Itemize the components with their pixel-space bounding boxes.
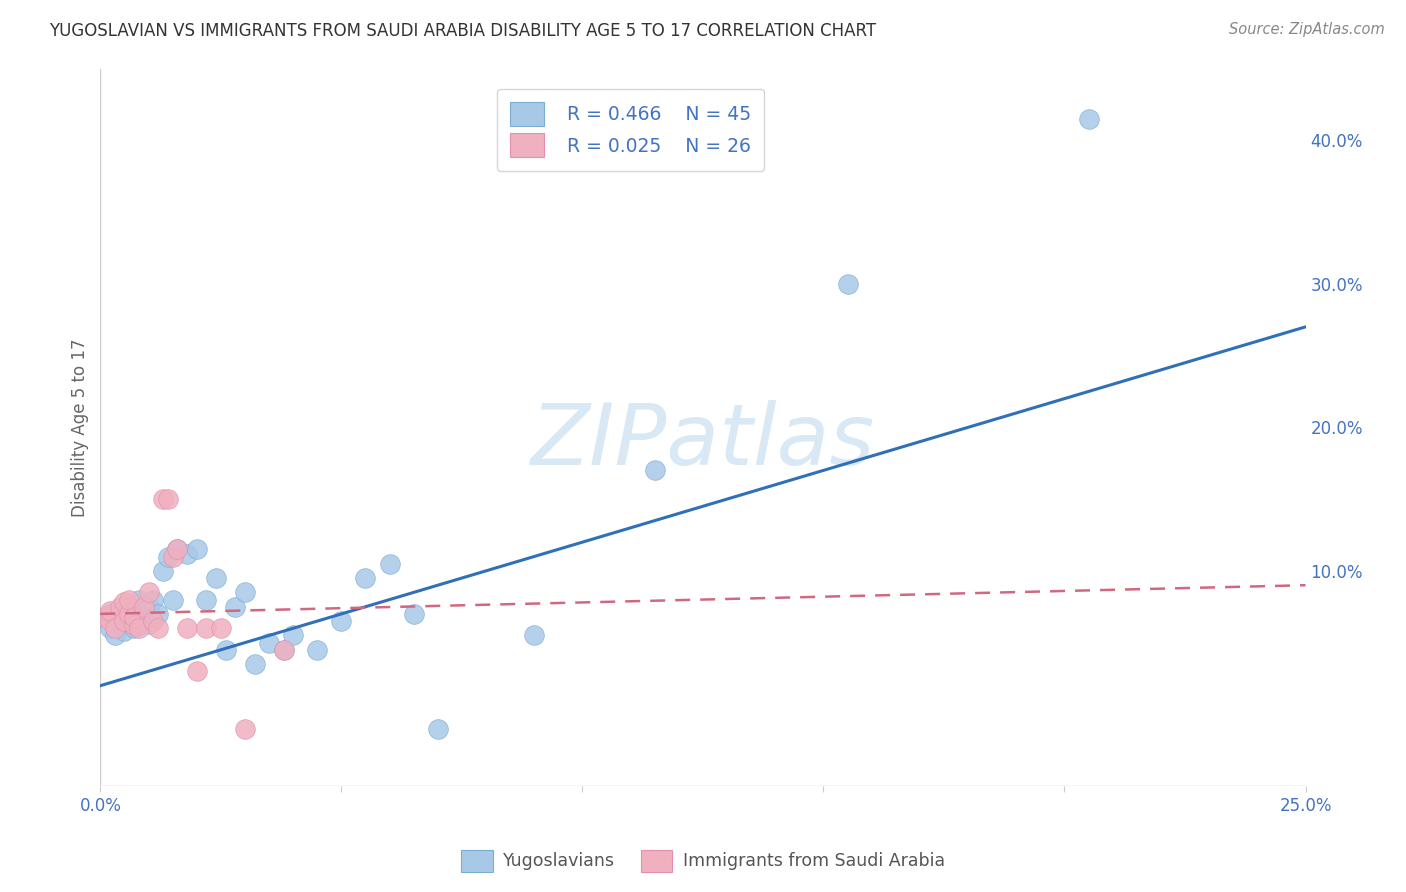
Point	[283, 628, 305, 642]
Point	[273, 642, 295, 657]
Point	[378, 557, 401, 571]
Point	[162, 592, 184, 607]
Point	[108, 604, 131, 618]
Point	[94, 609, 117, 624]
Point	[186, 665, 208, 679]
Point	[118, 599, 141, 614]
Point	[114, 595, 136, 609]
Point	[152, 564, 174, 578]
Point	[114, 624, 136, 639]
Point	[166, 542, 188, 557]
Point	[114, 614, 136, 628]
Point	[122, 621, 145, 635]
Point	[426, 722, 449, 736]
Point	[108, 599, 131, 614]
Point	[122, 607, 145, 621]
Point	[209, 621, 232, 635]
Point	[128, 618, 150, 632]
Point	[128, 621, 150, 635]
Point	[98, 604, 121, 618]
Point	[122, 609, 145, 624]
Point	[132, 599, 155, 614]
Point	[118, 614, 141, 628]
Point	[148, 607, 170, 621]
Point	[104, 621, 127, 635]
Point	[104, 614, 127, 628]
Point	[156, 492, 179, 507]
Point	[644, 463, 666, 477]
Point	[98, 607, 121, 621]
Point	[176, 547, 198, 561]
Point	[837, 277, 859, 291]
Point	[122, 618, 145, 632]
Point	[1077, 112, 1099, 126]
Point	[148, 621, 170, 635]
Point	[138, 585, 160, 599]
Point	[233, 722, 256, 736]
Text: Source: ZipAtlas.com: Source: ZipAtlas.com	[1229, 22, 1385, 37]
Point	[142, 592, 165, 607]
Legend: Yugoslavians, Immigrants from Saudi Arabia: Yugoslavians, Immigrants from Saudi Arab…	[454, 843, 952, 879]
Point	[195, 621, 218, 635]
Point	[118, 607, 141, 621]
Point	[128, 592, 150, 607]
Point	[94, 609, 117, 624]
Point	[402, 607, 425, 621]
Point	[205, 571, 228, 585]
Point	[186, 542, 208, 557]
Point	[98, 621, 121, 635]
Point	[233, 585, 256, 599]
Point	[273, 642, 295, 657]
Point	[330, 614, 353, 628]
Point	[307, 642, 329, 657]
Point	[243, 657, 266, 672]
Point	[354, 571, 377, 585]
Point	[114, 609, 136, 624]
Point	[138, 599, 160, 614]
Point	[162, 549, 184, 564]
Point	[257, 635, 280, 649]
Point	[138, 617, 160, 632]
Point	[98, 614, 121, 628]
Point	[142, 614, 165, 628]
Legend:   R = 0.466    N = 45,   R = 0.025    N = 26: R = 0.466 N = 45, R = 0.025 N = 26	[496, 88, 765, 170]
Point	[108, 617, 131, 632]
Text: YUGOSLAVIAN VS IMMIGRANTS FROM SAUDI ARABIA DISABILITY AGE 5 TO 17 CORRELATION C: YUGOSLAVIAN VS IMMIGRANTS FROM SAUDI ARA…	[49, 22, 876, 40]
Point	[224, 599, 246, 614]
Point	[118, 592, 141, 607]
Point	[156, 549, 179, 564]
Point	[104, 628, 127, 642]
Point	[152, 492, 174, 507]
Point	[166, 542, 188, 557]
Point	[215, 642, 238, 657]
Point	[176, 621, 198, 635]
Point	[523, 628, 546, 642]
Point	[132, 609, 155, 624]
Y-axis label: Disability Age 5 to 17: Disability Age 5 to 17	[72, 338, 89, 516]
Point	[195, 592, 218, 607]
Text: ZIPatlas: ZIPatlas	[531, 401, 875, 483]
